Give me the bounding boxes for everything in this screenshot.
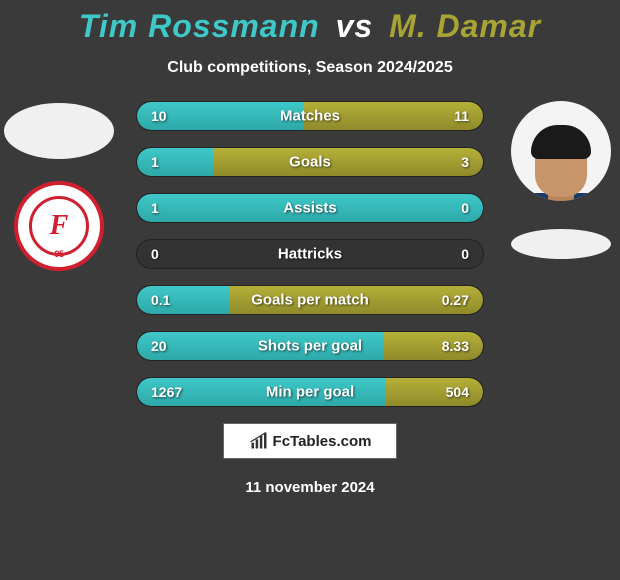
player2-portrait <box>511 101 611 201</box>
player2-name: M. Damar <box>389 8 541 44</box>
bar-value-left: 20 <box>151 338 167 354</box>
bar-fill-left <box>137 148 213 176</box>
bar-value-left: 0.1 <box>151 292 170 308</box>
bar-label: Goals per match <box>251 292 369 309</box>
bar-label: Min per goal <box>266 384 354 401</box>
bar-label: Goals <box>289 154 331 171</box>
player1-club-badge: F 95 <box>14 181 104 271</box>
bar-value-right: 504 <box>446 384 469 400</box>
club-badge-letter: F <box>29 196 89 256</box>
bar-label: Assists <box>283 200 336 217</box>
chart-icon <box>249 431 269 451</box>
footer-date: 11 november 2024 <box>0 479 620 496</box>
face-icon <box>526 121 596 201</box>
bar-value-left: 1267 <box>151 384 182 400</box>
bar-value-right: 0.27 <box>442 292 469 308</box>
player1-portrait-placeholder <box>4 103 114 159</box>
bar-value-right: 3 <box>461 154 469 170</box>
bar-value-left: 0 <box>151 246 159 262</box>
player1-side: F 95 <box>4 101 114 271</box>
comparison-bars: Matches1011Goals13Assists10Hattricks00Go… <box>136 101 484 407</box>
player2-side <box>506 101 616 259</box>
player1-name: Tim Rossmann <box>79 8 320 44</box>
bar-row: Goals per match 0.1 0.27 <box>136 285 484 315</box>
club-badge-sub: 95 <box>54 249 63 259</box>
comparison-title: Tim Rossmann vs M. Damar <box>0 8 620 45</box>
bar-value-right: 11 <box>454 108 469 124</box>
vs-text: vs <box>336 8 374 44</box>
bar-row: Matches 10 11 <box>136 101 484 131</box>
bar-value-left: 10 <box>151 108 167 124</box>
source-logo: FcTables.com <box>223 423 397 459</box>
bar-row: Hattricks 0 0 <box>136 239 484 269</box>
bar-value-left: 1 <box>151 154 159 170</box>
bar-value-right: 0 <box>461 200 469 216</box>
infographic-container: Tim Rossmann vs M. Damar Club competitio… <box>0 0 620 580</box>
bar-label: Matches <box>280 108 340 125</box>
bar-row: Goals 1 3 <box>136 147 484 177</box>
bar-row: Shots per goal 20 8.33 <box>136 331 484 361</box>
bar-label: Hattricks <box>278 246 342 263</box>
subtitle: Club competitions, Season 2024/2025 <box>0 59 620 77</box>
player2-club-placeholder <box>511 229 611 259</box>
bar-row: Min per goal 1267 504 <box>136 377 484 407</box>
bar-value-right: 0 <box>461 246 469 262</box>
bar-value-left: 1 <box>151 200 159 216</box>
source-logo-text: FcTables.com <box>273 433 372 450</box>
bar-value-right: 8.33 <box>442 338 469 354</box>
bar-row: Assists 1 0 <box>136 193 484 223</box>
bar-fill-right <box>213 148 483 176</box>
chart-area: F 95 Matches1011Goals13Assists10Hattrick… <box>0 101 620 407</box>
bar-label: Shots per goal <box>258 338 362 355</box>
